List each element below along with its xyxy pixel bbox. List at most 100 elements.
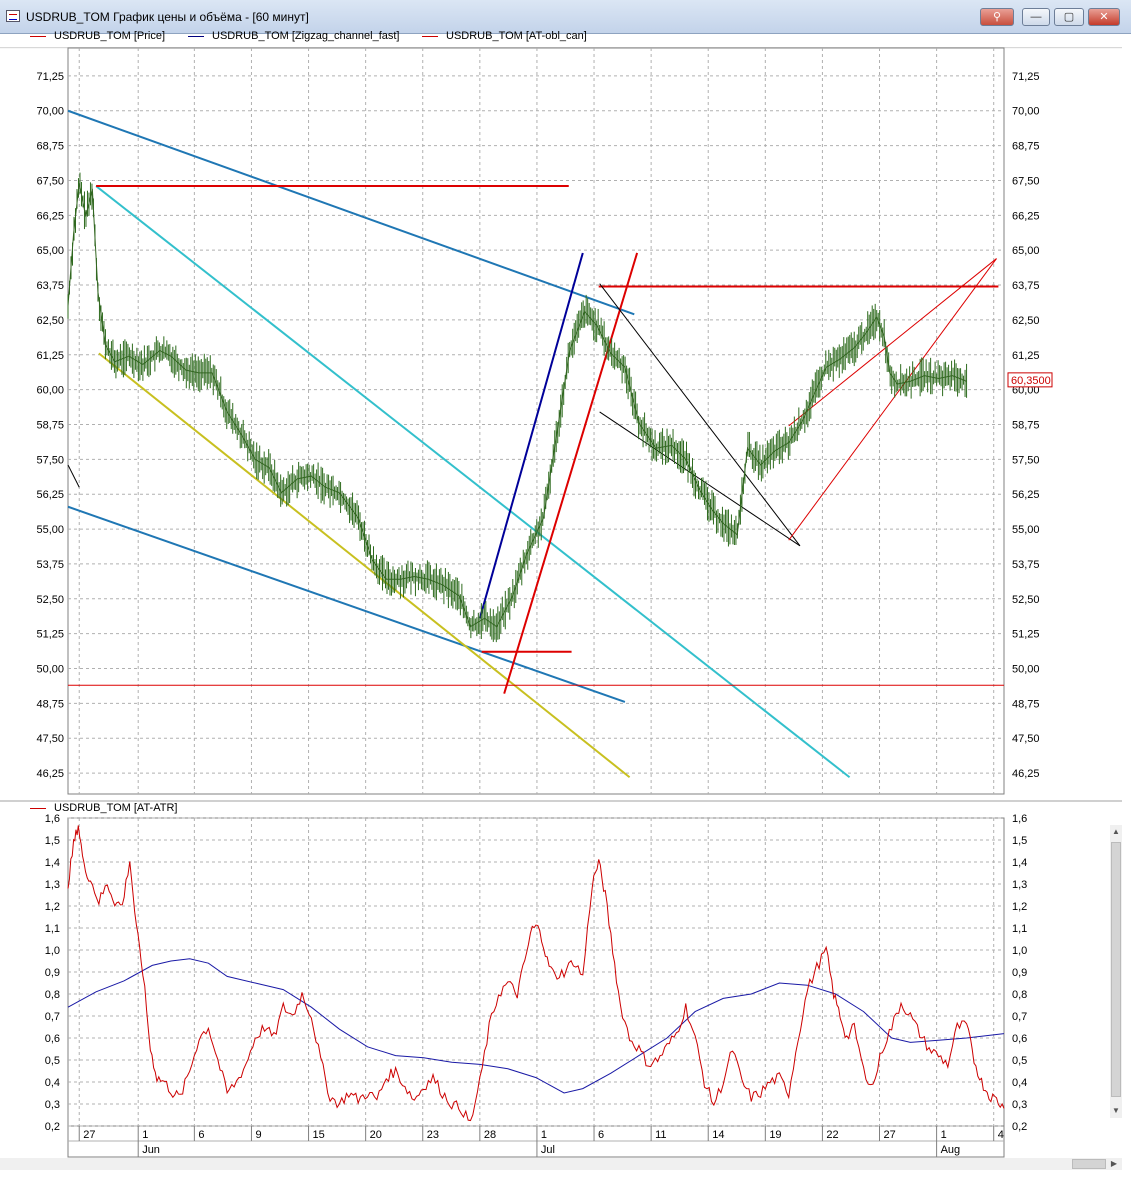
atr-y-tick-right: 0,8 [1012,989,1027,1001]
atr-y-tick-right: 1,6 [1012,813,1027,825]
legend-item-obl-can[interactable]: USDRUB_TOM [AT-obl_can] [422,30,587,42]
price-series [67,172,968,643]
zigzag-channel-line [67,109,635,316]
atr-y-tick-left: 1,4 [45,857,60,869]
legend-line-icon [188,35,204,37]
day-label: 9 [255,1129,261,1141]
month-label: Aug [941,1144,961,1156]
horizontal-scrollbar[interactable]: ▶ [0,1158,1122,1170]
atr-average-line [67,958,1005,1094]
atr-y-tick-left: 0,5 [45,1055,60,1067]
atr-y-tick-left: 1,1 [45,923,60,935]
day-label: 23 [427,1129,439,1141]
price-y-tick-right: 58,75 [1012,419,1040,431]
price-y-tick-right: 68,75 [1012,141,1040,153]
maximize-button[interactable]: ▢ [1054,8,1084,26]
legend-line-icon [422,35,438,37]
atr-y-tick-right: 1,5 [1012,835,1027,847]
price-y-tick-right: 48,75 [1012,698,1040,710]
vertical-scrollbar[interactable]: ▲ ▼ [1110,825,1122,1118]
vertical-scroll-thumb[interactable] [1111,842,1121,1097]
channel-line [788,258,997,427]
legend-line-icon [30,807,46,809]
price-y-tick-left: 52,50 [36,594,64,606]
price-line [67,183,967,628]
price-y-axis: 71,25 71,25 70,00 70,00 68,75 68,75 67,50 67,50… [36,71,1039,780]
scroll-down-icon[interactable]: ▼ [1112,1106,1120,1115]
price-y-tick-right: 56,25 [1012,489,1040,501]
day-label: 1 [941,1129,947,1141]
price-y-tick-left: 47,50 [36,733,64,745]
atr-y-tick-left: 0,4 [45,1077,60,1089]
day-label: 4 [998,1129,1004,1141]
price-y-tick-right: 55,00 [1012,524,1040,536]
atr-y-tick-right: 0,2 [1012,1121,1027,1133]
price-y-tick-left: 57,50 [36,454,64,466]
day-label: 11 [655,1129,666,1141]
channel-line [788,258,997,541]
minimize-button[interactable]: — [1022,8,1050,26]
price-y-tick-left: 63,75 [36,280,64,292]
channel-line [67,464,80,488]
day-label: 28 [484,1129,496,1141]
legend-item-atr[interactable]: USDRUB_TOM [AT-ATR] [30,802,177,814]
day-label: 1 [541,1129,547,1141]
atr-y-tick-right: 0,4 [1012,1077,1027,1089]
price-y-tick-right: 65,00 [1012,245,1040,257]
price-y-tick-left: 58,75 [36,419,64,431]
zigzag-channel-line [98,352,631,779]
atr-line [67,825,1005,1122]
atr-y-tick-right: 1,3 [1012,879,1027,891]
price-y-tick-right: 66,25 [1012,210,1040,222]
scroll-right-icon[interactable]: ▶ [1110,1159,1118,1168]
scroll-up-icon[interactable]: ▲ [1112,827,1120,836]
atr-y-tick-left: 1,0 [45,945,60,957]
day-label: 19 [769,1129,781,1141]
day-label: 27 [884,1129,896,1141]
atr-y-tick-left: 0,2 [45,1121,60,1133]
price-y-tick-left: 46,25 [36,768,64,780]
channel-line [599,411,801,547]
channel-line [599,283,801,547]
legend-label-obl-can: USDRUB_TOM [AT-obl_can] [446,30,587,42]
legend-label-price: USDRUB_TOM [Price] [54,30,166,42]
day-label: 6 [598,1129,604,1141]
price-y-tick-left: 67,50 [36,175,64,187]
price-y-tick-right: 71,25 [1012,71,1040,83]
price-grid [68,48,1004,794]
atr-y-tick-right: 0,3 [1012,1099,1027,1111]
price-y-tick-left: 66,25 [36,210,64,222]
price-y-tick-right: 60,00 [1012,385,1040,397]
zigzag-channel-line [95,185,851,779]
price-y-tick-right: 61,25 [1012,350,1040,362]
atr-y-tick-left: 0,8 [45,989,60,1001]
price-legend: USDRUB_TOM [Price] USDRUB_TOM [Zigzag_ch… [0,30,1131,44]
month-label: Jun [142,1144,160,1156]
price-y-tick-left: 56,25 [36,489,64,501]
price-y-tick-right: 63,75 [1012,280,1040,292]
atr-y-tick-left: 0,6 [45,1033,60,1045]
price-y-tick-left: 61,25 [36,350,64,362]
pin-button[interactable]: ⚲ [980,8,1014,26]
atr-y-tick-right: 1,4 [1012,857,1027,869]
price-plot-area[interactable] [67,47,1005,795]
close-button[interactable]: ✕ [1088,8,1120,26]
day-label: 27 [83,1129,95,1141]
legend-item-price[interactable]: USDRUB_TOM [Price] [30,30,165,42]
price-y-tick-right: 50,00 [1012,664,1040,676]
horizontal-scroll-thumb[interactable] [1072,1159,1106,1169]
day-label: 20 [370,1129,382,1141]
price-y-tick-left: 50,00 [36,664,64,676]
atr-y-tick-left: 1,5 [45,835,60,847]
atr-y-tick-left: 0,7 [45,1011,60,1023]
atr-y-tick-right: 1,2 [1012,901,1027,913]
chart-window-icon [6,10,20,22]
price-y-tick-right: 57,50 [1012,454,1040,466]
atr-y-axis: 1,6 1,6 1,5 1,5 1,4 1,4 1,3 1,3 1,2 1,2 1,1 1,1 1,0 1… [45,813,1028,1133]
zigzag-channel-line [478,252,584,619]
legend-line-icon [30,35,46,37]
day-label: 22 [826,1129,838,1141]
legend-item-zigzag[interactable]: USDRUB_TOM [Zigzag_channel_fast] [188,30,400,42]
